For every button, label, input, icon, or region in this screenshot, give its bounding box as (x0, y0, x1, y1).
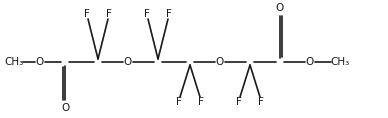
Text: F: F (166, 9, 172, 19)
Text: O: O (61, 103, 69, 113)
Text: F: F (144, 9, 150, 19)
Text: CH₃: CH₃ (330, 57, 350, 67)
Text: CH₃: CH₃ (4, 57, 24, 67)
Text: F: F (84, 9, 90, 19)
Text: O: O (124, 57, 132, 67)
Text: O: O (36, 57, 44, 67)
Text: F: F (176, 97, 182, 107)
Text: O: O (216, 57, 224, 67)
Text: F: F (236, 97, 242, 107)
Text: O: O (306, 57, 314, 67)
Text: F: F (106, 9, 112, 19)
Text: F: F (198, 97, 204, 107)
Text: O: O (276, 3, 284, 13)
Text: F: F (258, 97, 264, 107)
